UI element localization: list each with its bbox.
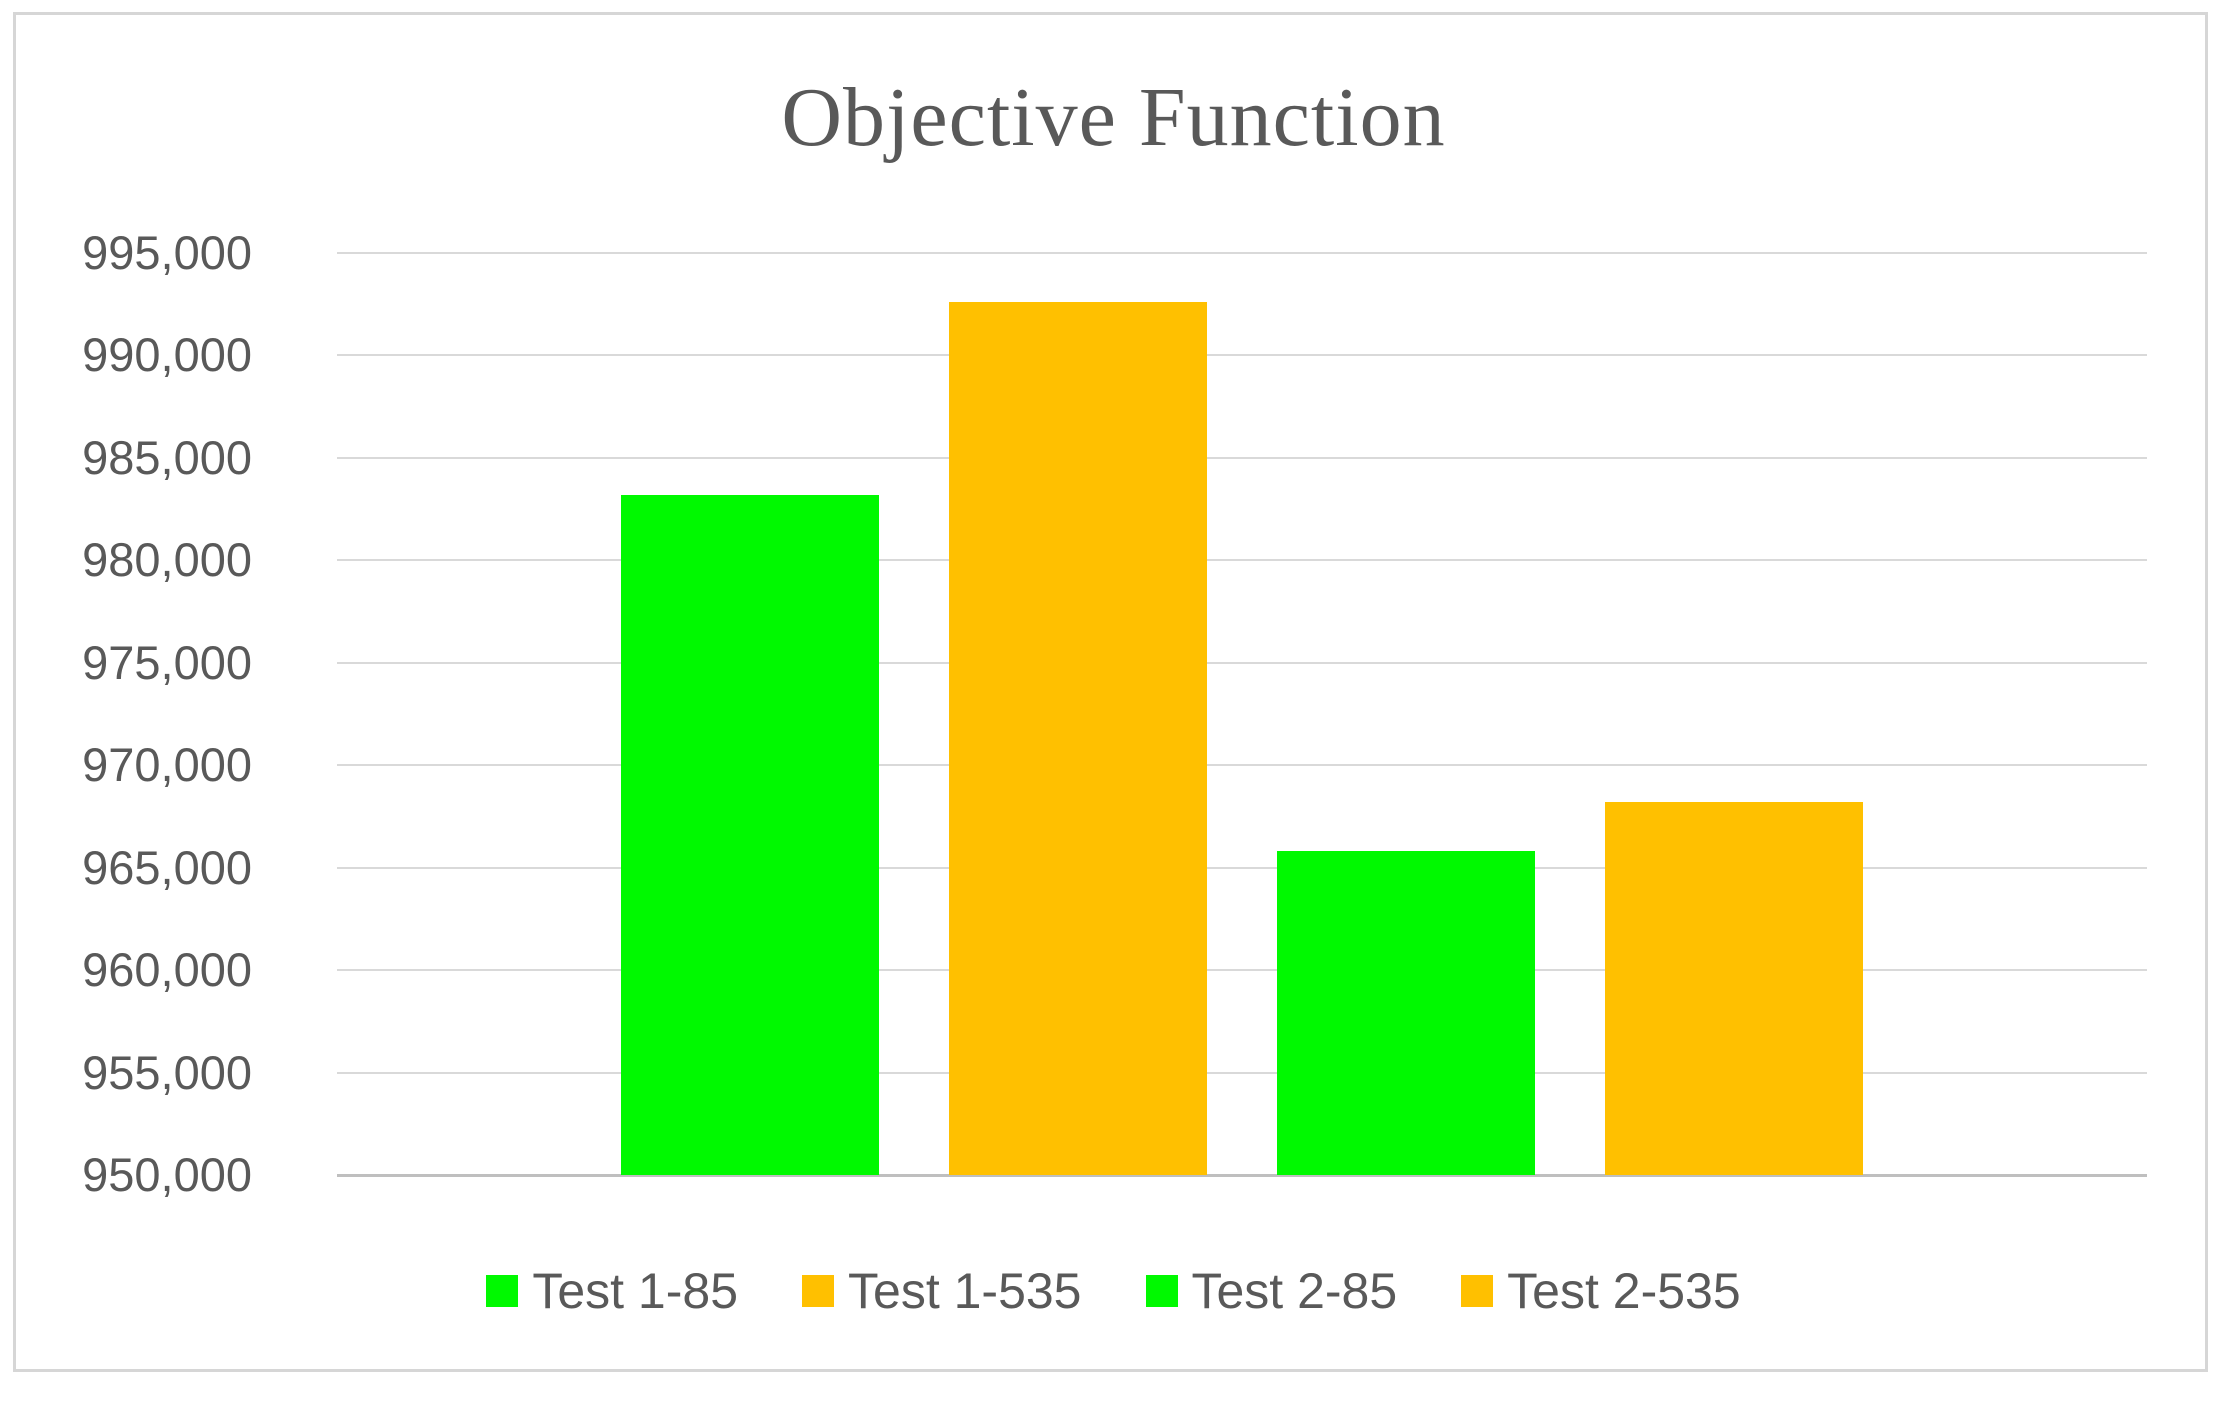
y-tick-label: 950,000 xyxy=(82,1148,252,1201)
legend-marker-test-2-535 xyxy=(1461,1275,1494,1307)
y-gridline xyxy=(337,866,2147,869)
y-gridline xyxy=(337,1071,2147,1074)
legend-label: Test 1-85 xyxy=(532,1263,739,1319)
y-tick-label: 955,000 xyxy=(82,1045,252,1099)
legend-item-test-1-85: Test 1-85 xyxy=(486,1262,738,1320)
plot-area xyxy=(337,252,2147,1177)
legend-item-test-2-535: Test 2-535 xyxy=(1461,1262,1741,1320)
y-tick-label: 990,000 xyxy=(82,328,252,382)
y-tick-label: 965,000 xyxy=(82,840,252,894)
y-tick-label: 975,000 xyxy=(82,635,252,689)
legend-marker-test-2-85 xyxy=(1145,1275,1178,1307)
legend-label: Test 2-85 xyxy=(1191,1263,1398,1319)
legend-item-test-2-85: Test 2-85 xyxy=(1145,1262,1398,1320)
y-tick-label: 960,000 xyxy=(82,943,252,997)
legend-item-test-1-535: Test 1-535 xyxy=(802,1262,1082,1320)
y-gridline xyxy=(337,661,2147,664)
bar-test-2-85 xyxy=(1277,851,1535,1175)
bar-test-2-535 xyxy=(1605,802,1863,1175)
legend-label: Test 2-535 xyxy=(1507,1263,1741,1319)
legend-marker-test-1-85 xyxy=(486,1275,519,1307)
y-tick-label: 980,000 xyxy=(82,533,252,587)
legend-marker-test-1-535 xyxy=(802,1275,835,1307)
y-gridline xyxy=(337,456,2147,459)
bar-test-1-85 xyxy=(621,495,879,1175)
chart-legend: Test 1-85 Test 1-535 Test 2-85 Test 2-535 xyxy=(0,1262,2227,1320)
bar-test-1-535 xyxy=(949,302,1207,1175)
y-gridline xyxy=(337,764,2147,767)
y-axis-tick-labels: 995,000 990,000 985,000 980,000 975,000 970,0… xyxy=(40,226,252,1201)
y-tick-label: 985,000 xyxy=(82,430,252,484)
legend-label: Test 1-535 xyxy=(848,1263,1082,1319)
x-axis-line xyxy=(337,1174,2147,1177)
y-gridline xyxy=(337,354,2147,357)
y-gridline xyxy=(337,559,2147,562)
y-tick-label: 970,000 xyxy=(82,738,252,792)
chart-title: Objective Function xyxy=(781,71,1446,164)
y-gridline xyxy=(337,252,2147,254)
y-gridline xyxy=(337,969,2147,972)
y-tick-label: 995,000 xyxy=(82,226,252,279)
